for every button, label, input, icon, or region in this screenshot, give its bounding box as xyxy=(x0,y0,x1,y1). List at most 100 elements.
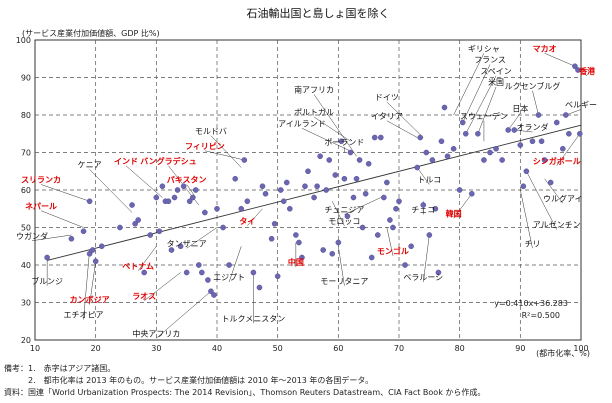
data-point xyxy=(572,63,578,70)
data-point xyxy=(535,112,542,118)
point-label: 日本 xyxy=(512,103,528,113)
data-point xyxy=(220,224,226,231)
data-point xyxy=(205,277,211,283)
data-point xyxy=(481,157,487,163)
data-point xyxy=(299,254,305,261)
data-point xyxy=(177,243,184,250)
data-point xyxy=(192,187,199,193)
data-point xyxy=(271,220,278,227)
point-label: イタリア xyxy=(371,112,403,121)
point-label: ポーランド xyxy=(324,138,364,147)
leader-line xyxy=(386,101,424,138)
data-point xyxy=(475,130,481,137)
leader-line xyxy=(31,234,72,241)
data-point xyxy=(393,205,399,212)
data-point xyxy=(256,284,263,291)
data-point xyxy=(171,194,178,201)
leader-line xyxy=(416,167,430,185)
y-tick-label: 50 xyxy=(21,224,31,233)
data-point xyxy=(186,198,193,205)
data-point xyxy=(356,157,363,163)
data-point xyxy=(232,175,238,182)
data-point xyxy=(529,138,536,145)
data-point xyxy=(277,187,284,193)
leader-line xyxy=(204,150,245,161)
data-point xyxy=(359,224,366,231)
leader-line xyxy=(532,90,539,116)
leader-line xyxy=(462,64,491,123)
data-point xyxy=(417,134,424,141)
point-label: ルクセンブルグ xyxy=(505,81,561,91)
leader-line xyxy=(544,178,564,204)
data-point xyxy=(199,269,205,276)
data-point xyxy=(517,142,524,148)
point-label: スウェーデン xyxy=(460,111,508,121)
data-point xyxy=(320,247,326,253)
data-point xyxy=(280,198,287,205)
point-label: トルコ xyxy=(417,176,441,185)
data-point xyxy=(347,149,354,156)
data-point xyxy=(250,269,257,276)
point-label: トルクメニスタン xyxy=(222,314,286,323)
leader-line xyxy=(332,201,345,226)
point-label: チリ xyxy=(524,239,540,248)
leader-line xyxy=(386,120,418,138)
data-point xyxy=(226,262,232,268)
chart-title: 石油輸出国と島しょ国を除く xyxy=(247,6,390,20)
point-label: オランダ xyxy=(516,122,548,132)
data-point xyxy=(374,232,381,238)
data-point xyxy=(487,149,493,156)
data-point xyxy=(523,168,530,175)
data-point xyxy=(538,138,545,145)
data-point xyxy=(438,138,445,145)
x-tick-label: 40 xyxy=(212,344,222,353)
r-squared-label: R²=0.500 xyxy=(522,311,560,320)
point-label: ベトナム xyxy=(122,262,154,271)
data-point xyxy=(189,194,196,201)
point-label: ベラルーシ xyxy=(403,273,443,282)
data-point xyxy=(459,119,466,126)
point-label: エジプト xyxy=(213,273,245,282)
data-point xyxy=(86,250,93,257)
point-label: フィリピン xyxy=(185,141,225,151)
note-line-1: 備考：1. 赤字はアジア諸国。 xyxy=(4,364,116,373)
y-tick-label: 60 xyxy=(21,186,31,195)
y-axis-label: (サービス産業付加価値額、GDP 比%) xyxy=(22,28,160,38)
leader-line xyxy=(465,75,497,134)
data-point xyxy=(159,183,166,190)
point-label: ラオス xyxy=(132,292,156,301)
data-point xyxy=(414,164,421,171)
data-point xyxy=(156,228,163,235)
point-label: アルゼンチン xyxy=(533,220,581,230)
data-point xyxy=(432,205,439,212)
point-label: 南アフリカ xyxy=(294,85,334,95)
leader-lines xyxy=(31,53,588,339)
data-point xyxy=(338,138,345,145)
y-tick-label: 20 xyxy=(21,336,31,345)
point-label: モンゴル xyxy=(377,246,409,256)
point-label: アイルランド xyxy=(278,119,326,128)
data-point xyxy=(268,235,275,242)
data-point xyxy=(396,198,402,205)
data-point xyxy=(153,194,160,201)
point-label: モロッコ xyxy=(328,217,360,226)
data-point xyxy=(344,213,351,220)
point-label: タンザニア xyxy=(167,239,207,248)
leader-line xyxy=(338,246,345,286)
data-point xyxy=(408,243,414,250)
point-label: パキスタン xyxy=(167,175,207,185)
data-point xyxy=(135,217,141,223)
data-point xyxy=(259,183,266,190)
x-axis-label: (都市化率、%) xyxy=(536,348,590,358)
x-tick-label: 100 xyxy=(573,344,588,353)
y-tick-label: 80 xyxy=(21,111,31,120)
data-point xyxy=(317,153,323,160)
data-point xyxy=(576,130,583,137)
data-point xyxy=(365,160,372,167)
leader-line xyxy=(344,197,381,215)
data-point xyxy=(381,194,387,201)
data-point xyxy=(296,239,302,246)
data-point xyxy=(547,179,554,186)
